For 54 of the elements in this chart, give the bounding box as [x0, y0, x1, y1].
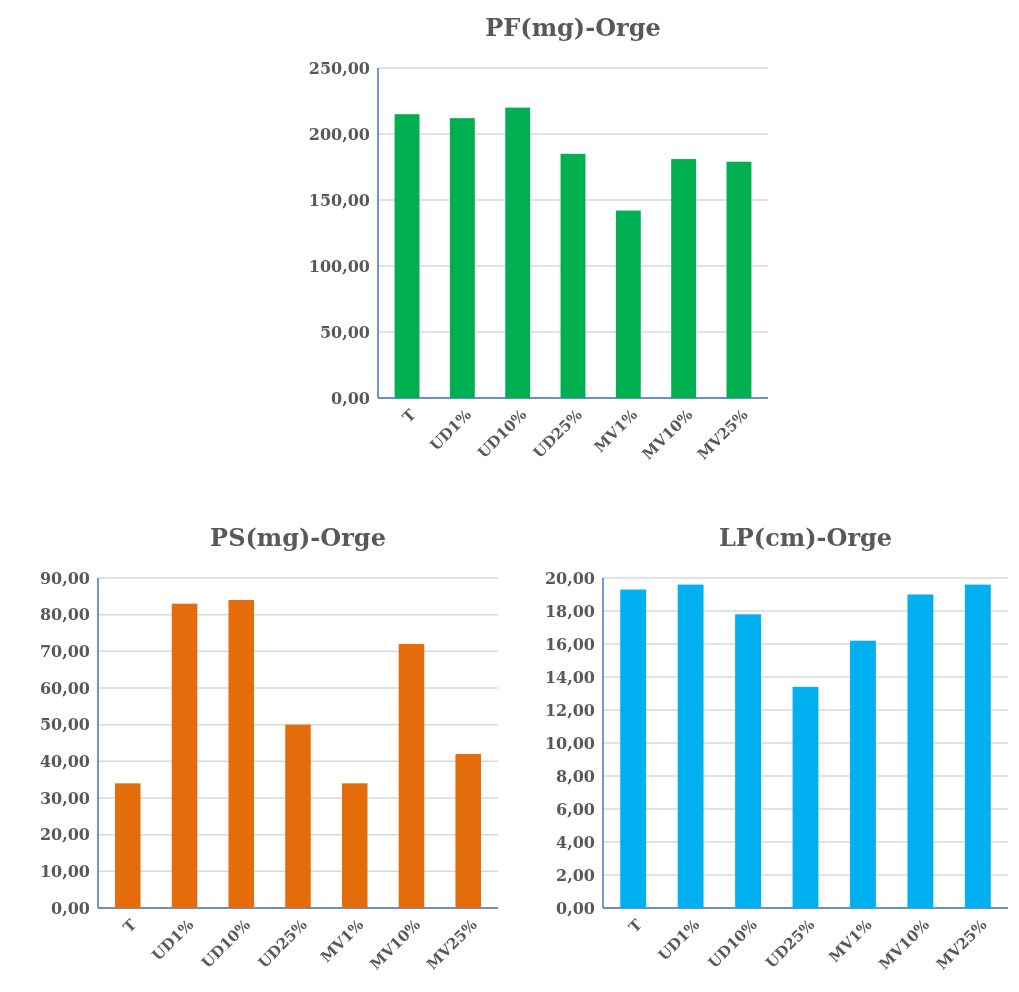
y-tick-label: 200,00 — [308, 124, 370, 144]
y-tick-label: 12,00 — [544, 700, 595, 720]
x-tick-label: T — [625, 915, 647, 937]
bar — [341, 783, 368, 908]
y-tick-label: 10,00 — [544, 733, 595, 753]
bar — [735, 614, 761, 908]
bar — [615, 210, 641, 398]
y-tick-label: 20,00 — [544, 568, 595, 588]
bar — [964, 584, 991, 908]
bar — [285, 724, 311, 908]
y-tick-label: 50,00 — [39, 715, 90, 735]
y-tick-label: 0,00 — [51, 898, 90, 918]
x-tick-label: T — [398, 405, 421, 427]
y-tick-label: 80,00 — [39, 605, 90, 625]
y-tick-label: 0,00 — [331, 388, 370, 408]
y-tick-label: 0,00 — [556, 898, 595, 918]
chart-title: PF(mg)-Orge — [485, 13, 661, 42]
bar — [228, 600, 255, 908]
bar — [907, 594, 934, 908]
y-tick-label: 50,00 — [319, 322, 370, 342]
bar — [449, 118, 475, 398]
bar — [505, 107, 531, 398]
y-tick-label: 16,00 — [544, 634, 595, 654]
bar — [677, 584, 704, 908]
y-tick-label: 6,00 — [556, 799, 595, 819]
y-tick-label: 40,00 — [39, 751, 90, 771]
y-tick-label: 20,00 — [39, 825, 90, 845]
y-tick-label: 2,00 — [556, 865, 595, 885]
y-tick-label: 30,00 — [39, 788, 90, 808]
y-tick-label: 10,00 — [39, 861, 90, 881]
y-tick-label: 100,00 — [308, 256, 370, 276]
y-tick-label: 18,00 — [544, 601, 595, 621]
y-tick-label: 60,00 — [39, 678, 90, 698]
y-tick-label: 250,00 — [308, 58, 370, 78]
chart-title: LP(cm)-Orge — [718, 523, 893, 552]
y-tick-label: 150,00 — [308, 190, 370, 210]
bar — [620, 589, 647, 908]
y-tick-label: 90,00 — [39, 568, 90, 588]
bar — [850, 640, 876, 908]
bar — [726, 161, 752, 398]
chart-title: PS(mg)-Orge — [210, 523, 386, 552]
bar — [455, 754, 481, 908]
bar — [398, 644, 425, 908]
y-tick-label: 70,00 — [39, 641, 90, 661]
y-tick-label: 4,00 — [556, 832, 595, 852]
bar — [560, 153, 586, 398]
bar — [115, 783, 141, 908]
bar — [394, 114, 420, 398]
y-tick-label: 8,00 — [556, 766, 595, 786]
bar — [171, 603, 198, 908]
x-tick-label: T — [119, 915, 141, 937]
y-tick-label: 14,00 — [544, 667, 595, 687]
bar — [792, 686, 819, 908]
bar — [671, 159, 697, 398]
